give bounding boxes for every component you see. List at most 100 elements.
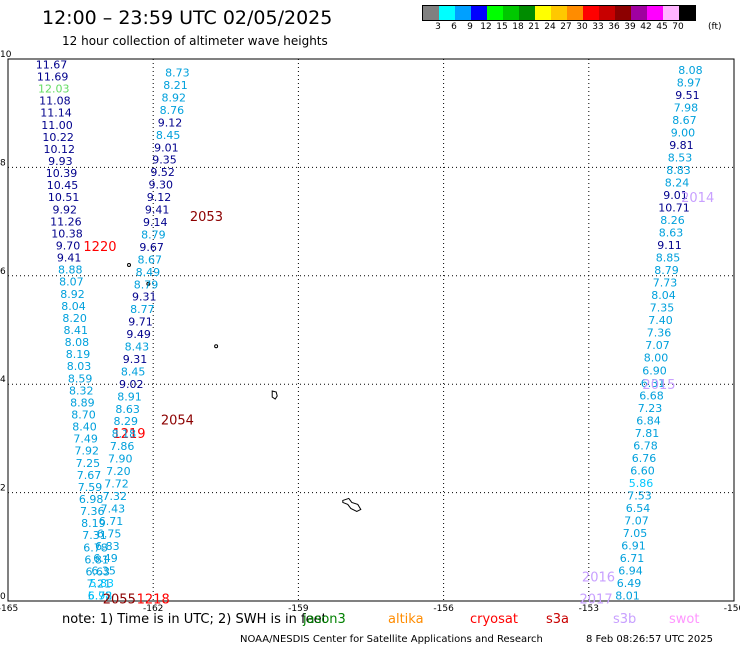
- wave-height-label: 11.69: [37, 70, 69, 83]
- wave-height-label: 8.29: [114, 415, 139, 428]
- pass-time-label: 2055: [103, 592, 136, 607]
- legend-swatch: [583, 6, 599, 20]
- wave-height-label: 7.20: [106, 465, 131, 478]
- wave-height-label: 9.41: [145, 204, 170, 217]
- wave-height-label: 8.32: [69, 384, 94, 397]
- wave-height-label: 7.40: [648, 314, 673, 327]
- wave-height-label: 7.35: [650, 302, 675, 315]
- wave-height-label: 7.67: [77, 469, 102, 482]
- y-tick-label: 0: [0, 592, 6, 602]
- wave-height-label: 8.97: [677, 76, 702, 89]
- y-tick-label: 4: [0, 375, 6, 385]
- pass-time-label: 2014: [681, 191, 714, 206]
- wave-height-label: 8.20: [62, 312, 87, 325]
- wave-height-label: 6.78: [83, 541, 108, 554]
- wave-height-label: 9.92: [53, 203, 78, 216]
- y-tick-label: 2: [0, 484, 6, 494]
- y-tick-label: 6: [0, 267, 6, 277]
- wave-height-label: 8.85: [656, 252, 681, 265]
- wave-height-label: 10.12: [44, 143, 76, 156]
- wave-height-label: 6.71: [99, 515, 124, 528]
- wave-height-label: 7.92: [75, 445, 100, 458]
- wave-height-label: 9.31: [123, 353, 148, 366]
- legend-label: 6: [451, 22, 457, 32]
- wave-height-label: 8.24: [665, 176, 690, 189]
- wave-height-label: 7.90: [108, 453, 133, 466]
- legend-label: 30: [576, 22, 588, 32]
- legend-swatch: [519, 6, 535, 20]
- wave-height-label: 9.71: [128, 316, 153, 329]
- color-legend: [422, 5, 696, 21]
- wave-height-label: 12.03: [38, 83, 70, 96]
- wave-height-label: 5.98: [88, 590, 113, 603]
- wave-height-label: 8.04: [61, 300, 86, 313]
- wave-height-label: 8.63: [115, 403, 140, 416]
- wave-height-label: 8.01: [615, 590, 640, 603]
- wave-height-label: 7.36: [647, 327, 672, 340]
- wave-height-label: 7.81: [635, 427, 660, 440]
- wave-height-label: 8.79: [654, 264, 679, 277]
- wave-height-label: 9.51: [675, 89, 700, 102]
- wave-height-label: 7.59: [78, 481, 103, 494]
- generated-timestamp: 8 Feb 08:26:57 UTC 2025: [586, 634, 713, 645]
- x-tick-label: -150: [724, 604, 740, 614]
- satellite-label-cryosat: cryosat: [470, 612, 518, 627]
- wave-height-label: 7.21: [87, 578, 112, 591]
- legend-label: 3: [435, 22, 441, 32]
- satellite-label-altika: altika: [388, 612, 424, 627]
- wave-height-label: 6.54: [626, 502, 651, 515]
- wave-height-label: 11.14: [40, 107, 72, 120]
- x-tick-label: -156: [433, 604, 454, 614]
- wave-height-label: 8.76: [160, 104, 185, 117]
- wave-height-label: 8.91: [117, 390, 142, 403]
- wave-height-label: 6.49: [93, 552, 118, 565]
- wave-height-label: 7.73: [653, 277, 678, 290]
- wave-height-label: 6.84: [636, 414, 661, 427]
- wave-height-label: 9.12: [147, 191, 172, 204]
- wave-height-label: 6.75: [97, 527, 122, 540]
- legend-label: 9: [467, 22, 473, 32]
- y-tick-label: 10: [0, 50, 12, 60]
- wave-height-label: 9.02: [119, 378, 144, 391]
- wave-height-label: 6.35: [91, 565, 116, 578]
- wave-height-label: 7.07: [624, 514, 649, 527]
- wave-height-label: 9.93: [48, 155, 73, 168]
- legend-label: 36: [608, 22, 620, 32]
- wave-height-label: 11.67: [36, 58, 68, 71]
- wave-height-label: 7.07: [645, 339, 670, 352]
- legend-label: 18: [512, 22, 524, 32]
- page-subtitle: 12 hour collection of altimeter wave hei…: [62, 34, 328, 48]
- wave-height-label: 8.70: [71, 409, 96, 422]
- legend-swatch: [423, 6, 439, 20]
- wave-height-label: 7.98: [674, 101, 699, 114]
- pass-time-label: 2054: [161, 413, 194, 428]
- wave-height-label: 8.41: [64, 324, 89, 337]
- legend-swatch: [439, 6, 455, 20]
- wave-height-label: 9.12: [158, 116, 183, 129]
- plot-frame: [7, 58, 735, 602]
- wave-height-label: 9.01: [663, 189, 688, 202]
- wave-height-label: 8.73: [165, 67, 190, 80]
- wave-height-label: 6.76: [632, 452, 657, 465]
- wave-height-label: 8.03: [67, 360, 92, 373]
- wave-height-label: 7.05: [623, 527, 648, 540]
- wave-height-label: 9.11: [657, 239, 682, 252]
- wave-height-label: 9.35: [152, 154, 177, 167]
- wave-height-label: 6.68: [639, 389, 664, 402]
- wave-height-label: 9.49: [126, 328, 151, 341]
- wave-height-label: 7.72: [104, 478, 129, 491]
- satellite-label-s3a: s3a: [546, 612, 570, 627]
- wave-height-label: 8.40: [72, 421, 97, 434]
- wave-height-label: 8.08: [65, 336, 90, 349]
- wave-height-label: 9.30: [149, 179, 174, 192]
- wave-height-label: 8.92: [60, 288, 85, 301]
- wave-height-label: 8.00: [644, 352, 669, 365]
- wave-height-label: 6.71: [620, 552, 645, 565]
- legend-label: 70: [672, 22, 684, 32]
- wave-height-label: 5.83: [90, 577, 115, 590]
- wave-height-label: 8.88: [58, 264, 83, 277]
- wave-height-label: 9.00: [671, 126, 696, 139]
- wave-height-label: 8.83: [666, 164, 691, 177]
- pass-time-label: 2016: [582, 571, 615, 586]
- wave-height-label: 8.79: [141, 228, 166, 241]
